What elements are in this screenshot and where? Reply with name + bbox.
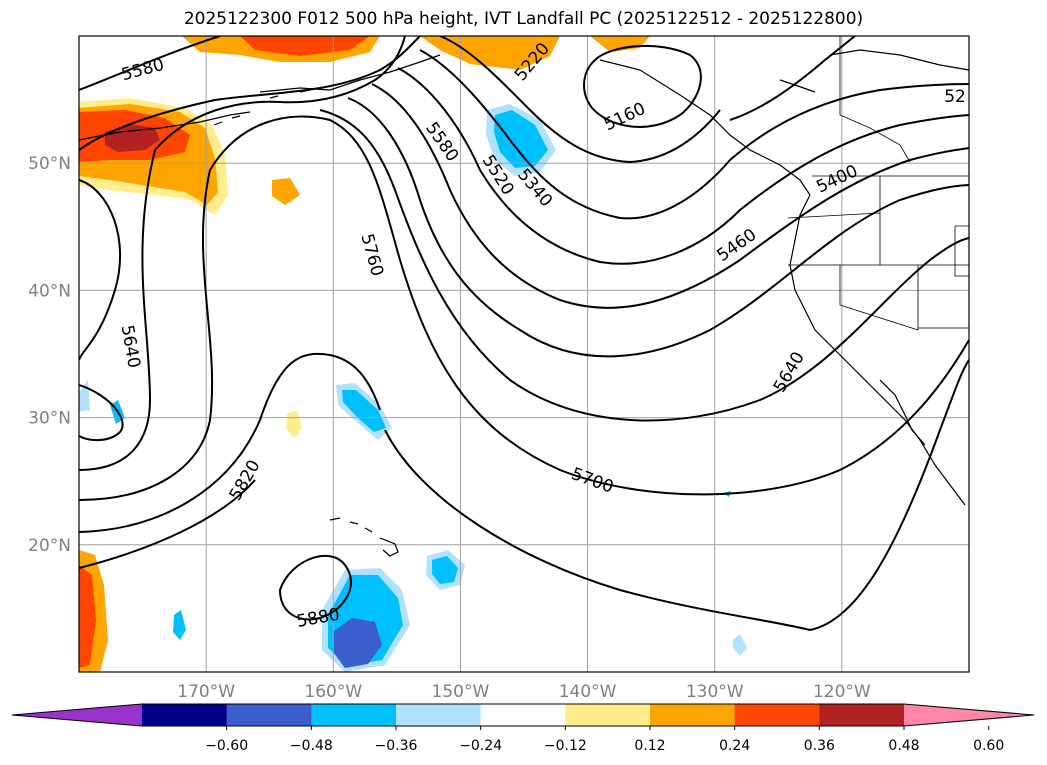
contour-line [419, 49, 969, 220]
lat-tick-label: 40°N [28, 281, 71, 301]
political-borders [787, 36, 969, 331]
ivt-positive-patch [590, 36, 650, 52]
lon-tick-label: 140°W [559, 682, 617, 702]
baja-california-coast [879, 379, 926, 446]
gridlines [79, 36, 969, 672]
lat-tick-label: 20°N [28, 536, 71, 556]
colorbar-bin [226, 704, 312, 726]
alaska-peninsula-coast [79, 54, 441, 141]
ivt-negative-patch [432, 556, 458, 584]
lon-tick-label: 170°W [177, 682, 235, 702]
colorbar-extend-low [12, 704, 142, 726]
colorbar-tick-label: 0.24 [719, 738, 750, 754]
lon-tick-label: 130°W [686, 682, 744, 702]
latitude-labels: 50°N 40°N 30°N 20°N [28, 154, 71, 556]
north-america-west-coast [789, 194, 966, 506]
alaska-panhandle-coast [599, 59, 811, 196]
colorbar-tick-label: −0.48 [290, 738, 333, 754]
colorbar-extend-high [904, 704, 1034, 726]
alaska-canada-border [839, 36, 911, 163]
aleutian-islands [213, 89, 311, 126]
ivt-shading [79, 36, 747, 672]
colorbar-bin [819, 704, 905, 726]
colorbar-tick-label: −0.12 [544, 738, 587, 754]
contour-line [583, 45, 702, 128]
colorbar-tick-label: −0.24 [459, 738, 502, 754]
contour-line [79, 479, 256, 569]
colorbar-bin [142, 704, 228, 726]
height-contours [79, 36, 969, 632]
colorbar-tick-label: −0.60 [205, 738, 248, 754]
colorbar: −0.60 −0.48 −0.36 −0.24 −0.12 0.12 0.24 0.36 0.4… [11, 703, 1035, 754]
contour-line [79, 36, 221, 91]
contour-line [79, 384, 124, 442]
colorbar-tick-label: 0.48 [888, 738, 919, 754]
contour-line [278, 554, 352, 621]
colorbar-bin [311, 704, 397, 726]
ivt-positive-patch [105, 124, 160, 152]
colorbar-bin [650, 704, 736, 726]
colorbar-tick-label: 0.36 [804, 738, 835, 754]
lat-tick-label: 30°N [28, 409, 71, 429]
map-frame [78, 35, 970, 673]
contour-line [79, 36, 406, 471]
colorbar-tick-label: −0.36 [375, 738, 418, 754]
contour-label: 52 [944, 87, 966, 107]
lon-tick-label: 160°W [304, 682, 362, 702]
colorbar-bin [480, 704, 566, 726]
contour-line [79, 352, 381, 533]
contour-line [79, 115, 969, 501]
colorbar-tick-label: 0.60 [973, 738, 1004, 754]
contour-line [371, 83, 969, 309]
lon-tick-label: 120°W [813, 682, 871, 702]
lat-tick-label: 50°N [28, 154, 71, 174]
ivt-positive-patch [79, 565, 96, 668]
colorbar-bin [734, 704, 820, 726]
ivt-negative-patch [733, 634, 747, 656]
contour-line [384, 359, 969, 632]
lon-tick-label: 150°W [432, 682, 490, 702]
colorbar-outline [11, 703, 1035, 727]
colorbar-tick-label: 0.12 [634, 738, 665, 754]
longitude-labels: 170°W 160°W 150°W 140°W 130°W 120°W [177, 682, 871, 702]
ivt-positive-patch [240, 36, 370, 56]
ivt-positive-patch [286, 410, 302, 438]
ivt-negative-patch [342, 390, 386, 432]
contour-line [79, 179, 122, 361]
map-title: 2025122300 F012 500 hPa height, IVT Land… [183, 9, 864, 29]
ivt-negative-patch [173, 610, 186, 640]
state-borders [787, 176, 969, 331]
contour-label-text: 52 [944, 87, 966, 107]
contour-line [729, 36, 856, 121]
coastlines [79, 49, 969, 557]
contour-line [319, 109, 969, 422]
colorbar-bin [396, 704, 482, 726]
ivt-negative-patch [333, 618, 382, 668]
contour-line [347, 97, 969, 358]
contour-line [439, 36, 721, 164]
hawaiian-islands [329, 517, 399, 557]
colorbar-bin [565, 704, 651, 726]
ivt-negative-patch [494, 110, 548, 168]
contour-line [397, 67, 969, 265]
ivt-positive-patch [272, 178, 300, 205]
